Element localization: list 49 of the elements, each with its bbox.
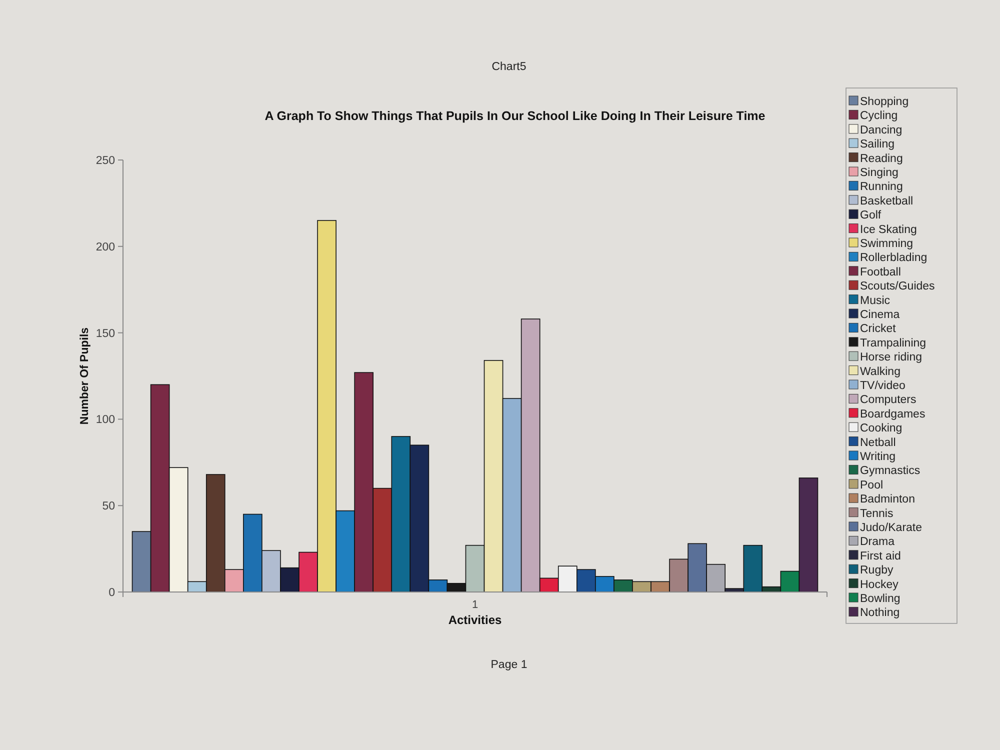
legend-label: Swimming: [860, 238, 914, 250]
legend-label: Pool: [860, 479, 884, 492]
x-tick-label: 1: [472, 599, 478, 611]
legend-label: Boardgames: [860, 408, 926, 420]
legend-label: Reading: [860, 152, 903, 165]
legend-label: Basketball: [860, 195, 914, 208]
legend-label: Judo/Karate: [860, 522, 922, 534]
legend-label: Gymnastics: [860, 465, 920, 478]
legend-label: First aid: [860, 550, 901, 562]
legend-label: TV/video: [860, 380, 906, 392]
legend-label: Cooking: [860, 422, 902, 435]
legend-label: Drama: [860, 536, 896, 548]
legend-label: Dancing: [860, 124, 902, 136]
caption: Chart5: [492, 61, 526, 73]
legend-label: Badminton: [860, 494, 915, 506]
legend-label: Rollerblading: [860, 252, 928, 264]
y-tick-label: 100: [96, 414, 115, 426]
legend-label: Cycling: [860, 110, 898, 122]
y-tick-label: 50: [102, 500, 115, 513]
legend-label: Sailing: [860, 138, 895, 151]
legend-label: Music: [860, 294, 890, 307]
legend-label: Trampalining: [860, 337, 926, 350]
legend-label: Horse riding: [860, 352, 922, 364]
legend-label: Singing: [860, 167, 898, 179]
chart-title: A Graph To Show Things That Pupils In Our School Like Doing In Their Leisure Time: [264, 109, 766, 123]
legend-label: Tennis: [860, 508, 894, 520]
legend-label: Ice Skating: [860, 224, 917, 236]
legend-label: Walking: [860, 366, 900, 378]
legend-label: Rugby: [860, 564, 894, 577]
legend-label: Bowling: [860, 593, 900, 605]
legend-label: Running: [860, 181, 903, 194]
y-axis-title: Number Of Pupils: [79, 327, 91, 425]
legend-label: Cricket: [860, 323, 897, 336]
legend-label: Nothing: [860, 607, 900, 620]
legend-label: Football: [860, 266, 901, 278]
x-axis-title: Activities: [448, 613, 502, 627]
y-tick-label: 0: [108, 587, 115, 599]
y-tick-label: 250: [96, 155, 115, 167]
legend-label: Computers: [860, 394, 916, 406]
y-tick-label: 200: [96, 241, 115, 254]
text: Page 1: [490, 659, 528, 671]
y-tick-label: 150: [96, 328, 115, 340]
legend-label: Golf: [860, 210, 882, 222]
legend-label: Writing: [860, 451, 896, 463]
legend-label: Hockey: [860, 578, 899, 591]
legend-label: Netball: [860, 436, 896, 449]
legend-label: Cinema: [860, 309, 900, 321]
legend-label: Shopping: [860, 96, 909, 108]
legend-label: Scouts/Guides: [860, 280, 936, 293]
